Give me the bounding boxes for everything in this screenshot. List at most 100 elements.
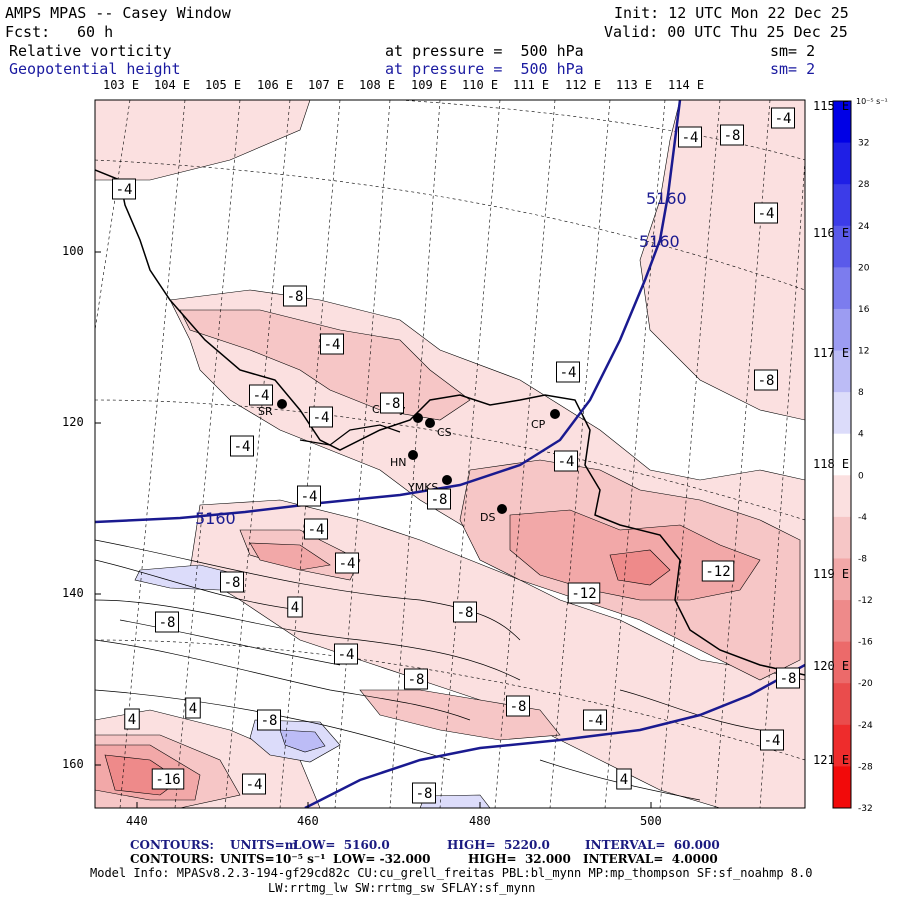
svg-text:4: 4 xyxy=(128,712,136,728)
vorticity-contours xyxy=(95,539,761,801)
plot-area: SR Casey CS HN YMKS CP DS 5160 5160 5160… xyxy=(95,100,805,808)
y-tick-label: 100 xyxy=(62,244,84,258)
vorticity-contour-label: -4 xyxy=(771,107,795,129)
vorticity-contour-label: -4 xyxy=(760,729,784,751)
vorticity-contour-label: -8 xyxy=(155,611,179,633)
svg-text:-8: -8 xyxy=(457,605,474,621)
top-longitude-label: 106 E xyxy=(257,78,294,92)
colorbar-swatch xyxy=(833,184,851,227)
vorticity-contour-label: 4 xyxy=(124,708,140,730)
x-tick-label: 480 xyxy=(469,814,491,828)
right-longitude-label: 120 E xyxy=(813,659,850,673)
colorbar-swatch xyxy=(833,683,851,726)
colorbar-label: 16 xyxy=(858,305,870,315)
height-contour-prefix: CONTOURS: xyxy=(130,838,214,852)
model-info: Model Info: MPASv8.2.3-194-gf29cd82c CU:… xyxy=(90,866,813,880)
svg-text:-12: -12 xyxy=(571,586,596,602)
field1-level: at pressure = 500 hPa xyxy=(385,42,584,60)
svg-text:-8: -8 xyxy=(159,615,176,631)
vorticity-contour-label: -8 xyxy=(506,695,530,717)
vorticity-contour-label: -8 xyxy=(404,668,428,690)
colorbar-swatch xyxy=(833,641,851,684)
colorbar-label: -20 xyxy=(858,679,873,689)
svg-text:-4: -4 xyxy=(234,439,251,455)
svg-text:4: 4 xyxy=(291,600,299,616)
colorbar-swatch xyxy=(833,724,851,767)
top-longitude-label: 110 E xyxy=(462,78,499,92)
colorbar-swatch xyxy=(833,475,851,518)
height-labels: 5160 5160 5160 xyxy=(195,189,687,528)
vorticity-contour-label: -8 xyxy=(720,124,744,146)
field1-name: Relative vorticity xyxy=(9,42,172,60)
vorticity-contour-label: -4 xyxy=(297,485,321,507)
svg-text:-8: -8 xyxy=(224,575,241,591)
vorticity-contour-label: 4 xyxy=(287,596,303,618)
station-markers xyxy=(277,399,560,514)
colorbar-label: 24 xyxy=(858,222,870,232)
svg-text:-4: -4 xyxy=(587,713,604,729)
station-dot-ds xyxy=(497,504,507,514)
right-longitude-label: 119 E xyxy=(813,567,850,581)
colorbar-swatch xyxy=(833,350,851,393)
svg-text:-4: -4 xyxy=(301,489,318,505)
svg-text:-4: -4 xyxy=(560,365,577,381)
vorticity-contour-label: -4 xyxy=(556,361,580,383)
vorticity-contour-label: -4 xyxy=(583,709,607,731)
station-dot-ymks xyxy=(442,475,452,485)
colorbar-label: -4 xyxy=(858,513,867,523)
height-contour-interval: INTERVAL= 60.000 xyxy=(585,838,720,852)
plot-frame xyxy=(94,99,806,809)
svg-text:-8: -8 xyxy=(408,672,425,688)
y-tick-label: 140 xyxy=(62,586,84,600)
field2-smoothing: sm= 2 xyxy=(770,60,816,78)
coastline-inlet xyxy=(299,424,401,446)
vorticity-contour-label: -4 xyxy=(230,435,254,457)
top-longitude-label: 103 E xyxy=(103,78,140,92)
top-longitude-label: 107 E xyxy=(308,78,345,92)
vorticity-contour-label: -4 xyxy=(242,773,266,795)
colorbar-swatch xyxy=(833,766,851,809)
vorticity-contour-units: UNITS=10⁻⁵ s⁻¹ xyxy=(220,852,326,866)
svg-text:-16: -16 xyxy=(155,772,180,788)
top-longitude-label: 113 E xyxy=(616,78,653,92)
vorticity-contour-label: -4 xyxy=(304,518,328,540)
colorbar-swatch xyxy=(833,308,851,352)
station-dot-sr xyxy=(277,399,287,409)
station-label: CP xyxy=(531,418,546,431)
height-contours xyxy=(95,100,805,808)
svg-text:-4: -4 xyxy=(558,454,575,470)
vorticity-contour-high: HIGH= 32.000 xyxy=(468,852,571,866)
field2-name: Geopotential height xyxy=(9,60,181,78)
svg-text:-8: -8 xyxy=(510,699,527,715)
top-longitude-label: 108 E xyxy=(359,78,396,92)
vorticity-contour-label: -8 xyxy=(380,392,404,414)
svg-text:-8: -8 xyxy=(758,373,775,389)
colorbar: 10⁻⁵ s⁻¹ 32 28 24 20 16 12 8 4 0 -4 -8 -12 -16 -20 -24 -… xyxy=(832,97,888,814)
svg-text:4: 4 xyxy=(620,772,628,788)
height-label: 5160 xyxy=(195,509,236,528)
svg-text:-8: -8 xyxy=(384,396,401,412)
svg-text:-4: -4 xyxy=(338,647,355,663)
svg-text:-4: -4 xyxy=(116,182,133,198)
colorbar-swatch xyxy=(833,142,851,185)
vorticity-contour-label: -4 xyxy=(754,202,778,224)
station-dot-cp xyxy=(550,409,560,419)
colorbar-label: -24 xyxy=(858,721,873,731)
vorticity-contour-label: -8 xyxy=(412,782,436,804)
height-label: 5160 xyxy=(646,189,687,208)
colorbar-label: -32 xyxy=(858,804,873,814)
svg-text:-8: -8 xyxy=(287,289,304,305)
vorticity-contour-low: LOW= -32.000 xyxy=(333,852,431,866)
station-label: DS xyxy=(480,511,495,524)
right-longitude-label: 117 E xyxy=(813,346,850,360)
colorbar-label: 4 xyxy=(858,430,864,440)
station-dot-hn xyxy=(408,450,418,460)
top-longitude-label: 114 E xyxy=(668,78,705,92)
vorticity-contour-prefix: CONTOURS: xyxy=(130,852,214,866)
station-dot-cs xyxy=(425,418,435,428)
height-contour-units: UNITS=m xyxy=(230,838,298,852)
height-label: 5160 xyxy=(639,232,680,251)
top-longitude-label: 105 E xyxy=(205,78,242,92)
axis-ticks xyxy=(95,251,652,808)
